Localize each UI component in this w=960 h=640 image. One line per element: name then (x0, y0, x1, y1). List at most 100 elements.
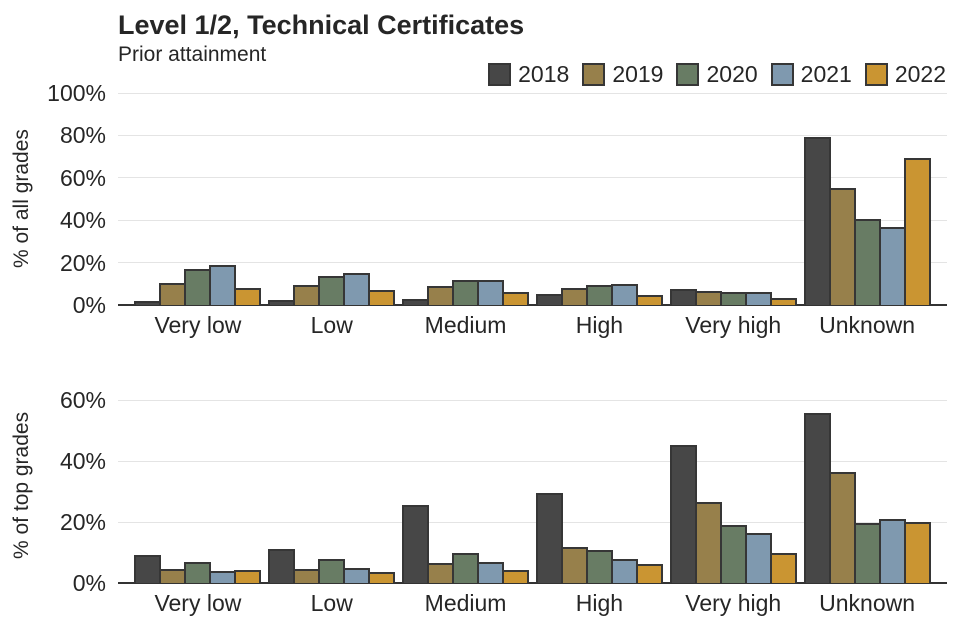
bar-2021-medium (477, 280, 505, 305)
bar-2018-very-low (134, 301, 162, 305)
bar-2020-very-low (184, 269, 212, 305)
bar-2018-low (268, 300, 296, 305)
gridline-40 (118, 219, 947, 221)
gridline-100 (118, 92, 947, 94)
bar-2018-high (535, 294, 563, 305)
bar-2022-very-high (769, 553, 797, 583)
y-tick-label-0: 0% (72, 292, 106, 318)
bar-2020-low (318, 559, 346, 583)
bar-2020-unknown (853, 219, 881, 305)
y-tick-label-40: 40% (59, 207, 106, 234)
bar-group-very-low (131, 93, 265, 305)
bar-group-very-high (666, 388, 800, 583)
bar-2019-very-high (694, 291, 722, 305)
x-category-label-low: Low (310, 312, 353, 338)
bar-2020-very-low (184, 562, 212, 583)
bar-2019-very-low (159, 569, 187, 583)
bar-2019-unknown (828, 188, 856, 305)
legend-swatch-2019 (582, 63, 606, 86)
legend-swatch-2021 (770, 63, 794, 86)
bar-group-high (532, 93, 666, 305)
bar-group-very-low (131, 388, 265, 583)
bar-2021-low (343, 273, 371, 305)
legend-entry-2020: 2020 (676, 61, 758, 88)
plot-area (131, 388, 934, 583)
y-tick-label-40: 40% (59, 448, 106, 475)
bar-2019-unknown (828, 472, 856, 583)
legend-swatch-2022 (864, 63, 888, 86)
bar-2022-high (635, 295, 663, 305)
bar-2022-unknown (903, 158, 931, 305)
bar-2019-high (560, 288, 588, 305)
gridline-40 (118, 460, 947, 462)
bar-2022-low (368, 290, 396, 305)
x-category-label-very-low: Very low (154, 590, 242, 616)
legend-entry-2022: 2022 (864, 61, 946, 88)
bar-2022-medium (502, 292, 530, 305)
plot-area (131, 93, 934, 305)
x-category-label-medium: Medium (424, 590, 507, 616)
legend-label: 2022 (894, 61, 946, 87)
bar-2018-very-high (669, 289, 697, 305)
legend-label: 2021 (800, 61, 852, 87)
chart-subtitle: Prior attainment (118, 43, 267, 66)
bar-2019-very-low (159, 283, 187, 305)
bar-2018-medium (402, 299, 430, 305)
bar-2021-low (343, 568, 371, 583)
bar-group-very-high (666, 93, 800, 305)
legend-entry-2018: 2018 (488, 61, 569, 88)
bar-2020-high (585, 550, 613, 583)
legend-label: 2019 (612, 61, 664, 87)
chart-title: Level 1/2, Technical Certificates (118, 10, 525, 40)
gridline-80 (118, 134, 947, 136)
bar-2021-very-high (744, 292, 772, 305)
gridline-60 (118, 177, 947, 179)
bar-2021-unknown (878, 227, 906, 305)
x-category-label-high: High (575, 312, 624, 338)
bar-2020-unknown (853, 523, 881, 583)
gridline-20 (118, 262, 947, 264)
bar-group-unknown (800, 388, 934, 583)
bar-2018-very-low (134, 555, 162, 583)
bar-2019-medium (427, 563, 455, 583)
bar-group-low (265, 93, 399, 305)
bar-2022-unknown (903, 522, 931, 583)
y-tick-label-100: 100% (47, 80, 106, 106)
bar-2018-low (268, 549, 296, 583)
bar-2018-high (535, 493, 563, 583)
y-tick-label-20: 20% (59, 509, 106, 536)
bar-2020-very-high (719, 292, 747, 305)
gridline-20 (118, 521, 947, 523)
x-category-label-very-high: Very high (685, 590, 782, 616)
legend-entry-2019: 2019 (582, 61, 663, 88)
x-category-label-medium: Medium (424, 312, 507, 338)
bar-2018-unknown (803, 413, 831, 583)
legend-label: 2018 (518, 61, 570, 87)
y-tick-label-0: 0% (72, 570, 106, 596)
bar-2019-very-high (694, 502, 722, 583)
bar-2020-medium (452, 280, 480, 305)
gridline-60 (118, 399, 947, 401)
bar-group-low (265, 388, 399, 583)
bar-2021-very-low (209, 265, 237, 305)
bar-2022-medium (502, 570, 530, 583)
bar-2018-medium (402, 505, 430, 583)
y-tick-label-60: 60% (59, 387, 106, 414)
bar-2021-unknown (878, 519, 906, 583)
bar-2022-very-low (234, 288, 262, 305)
bar-2019-low (293, 285, 321, 305)
bar-group-high (532, 388, 666, 583)
bar-2020-high (585, 285, 613, 305)
y-tick-label-20: 20% (59, 249, 106, 276)
bar-2022-low (368, 572, 396, 583)
x-category-label-very-low: Very low (154, 312, 242, 338)
bar-2018-unknown (803, 137, 831, 305)
bar-2022-very-high (769, 298, 797, 305)
bar-group-unknown (800, 93, 934, 305)
x-category-label-high: High (575, 590, 624, 616)
legend: 2018 2019 2020 2021 2022 (488, 61, 946, 88)
bar-2022-very-low (234, 570, 262, 583)
x-axis-line (118, 582, 947, 584)
bar-2021-medium (477, 562, 505, 583)
